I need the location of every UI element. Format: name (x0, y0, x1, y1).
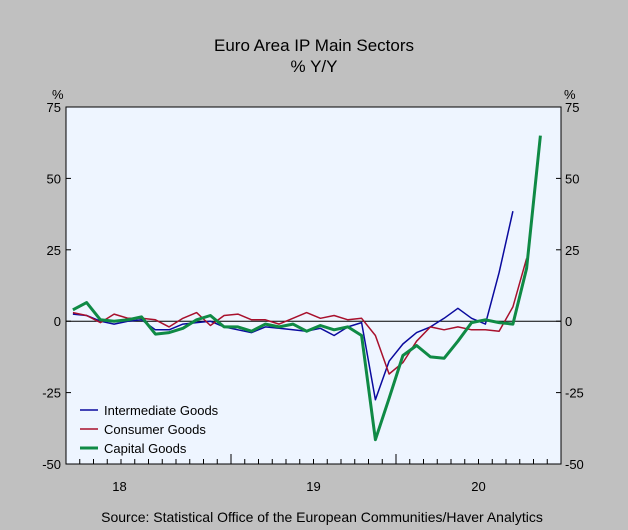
legend-label: Consumer Goods (104, 422, 206, 437)
y-tick-label-left: 25 (47, 243, 61, 258)
y-tick-label-right: -50 (565, 457, 584, 472)
y-tick-label-right: 0 (565, 314, 572, 329)
series-line-2 (72, 258, 528, 375)
x-year-label: 18 (112, 479, 126, 494)
legend-label: Capital Goods (104, 441, 187, 456)
y-tick-label-right: -25 (565, 386, 584, 401)
legend: Intermediate Goods Consumer Goods Capital … (80, 403, 219, 456)
legend-label: Intermediate Goods (104, 403, 219, 418)
source-note: Source: Statistical Office of the Europe… (101, 509, 543, 525)
y-axis-unit-left: % (52, 87, 64, 102)
plot-area (65, 106, 562, 465)
y-tick-label-right: 75 (565, 100, 579, 115)
x-year-label: 19 (306, 479, 320, 494)
y-tick-label-left: 0 (54, 314, 61, 329)
x-year-label: 20 (471, 479, 485, 494)
series-line-3 (72, 135, 542, 442)
chart-title: Euro Area IP Main Sectors (214, 36, 414, 55)
y-tick-label-right: 50 (565, 171, 579, 186)
series-lines (72, 135, 542, 442)
y-tick-label-right: 25 (565, 243, 579, 258)
x-ticks: 18 19 20 (65, 454, 562, 494)
y-tick-label-left: -25 (42, 386, 61, 401)
y-axis-unit-right: % (564, 87, 576, 102)
y-ticks: 75 75 50 50 25 25 0 0 -25 -25 -50 -50 (42, 100, 584, 472)
chart-subtitle: % Y/Y (291, 57, 338, 76)
y-tick-label-left: 75 (47, 100, 61, 115)
y-tick-label-left: -50 (42, 457, 61, 472)
y-tick-label-left: 50 (47, 171, 61, 186)
